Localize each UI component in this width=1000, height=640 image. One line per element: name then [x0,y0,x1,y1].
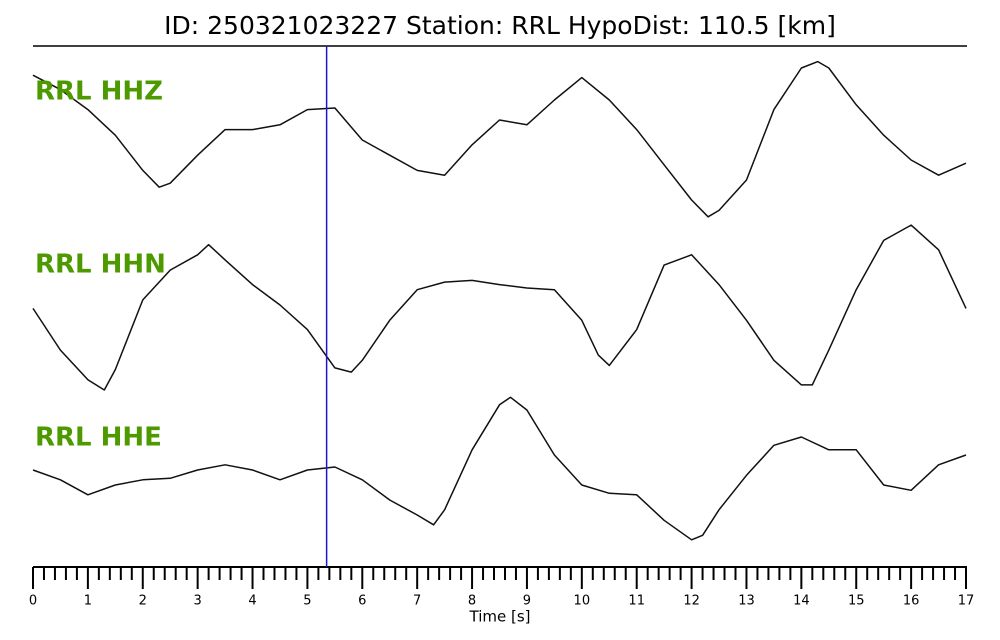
chart-title: ID: 250321023227 Station: RRL HypoDist: … [164,11,836,40]
trace-label: RRL HHZ [35,77,163,107]
x-tick-label: 14 [793,594,810,609]
x-tick-label: 4 [248,594,256,609]
waveform [32,396,967,541]
x-tick-label: 3 [194,594,202,609]
x-tick-label: 12 [683,594,700,609]
waveform [32,60,967,218]
x-tick-label: 5 [303,594,311,609]
x-tick-label: 13 [738,594,755,609]
x-tick-label: 1 [84,594,92,609]
x-tick-label: 2 [139,594,147,609]
x-tick-label: 16 [903,594,920,609]
x-axis-label: Time [s] [469,608,531,626]
x-tick-label: 15 [848,594,865,609]
x-tick-label: 10 [574,594,591,609]
x-tick-label: 11 [628,594,645,609]
x-tick-label: 9 [523,594,531,609]
x-tick-label: 17 [958,594,975,609]
waveform [32,224,967,391]
x-tick-label: 0 [29,594,37,609]
x-tick-label: 8 [468,594,476,609]
x-tick-label: 6 [358,594,366,609]
trace-label: RRL HHN [35,250,166,280]
trace-label: RRL HHE [35,423,162,453]
x-tick-label: 7 [413,594,421,609]
